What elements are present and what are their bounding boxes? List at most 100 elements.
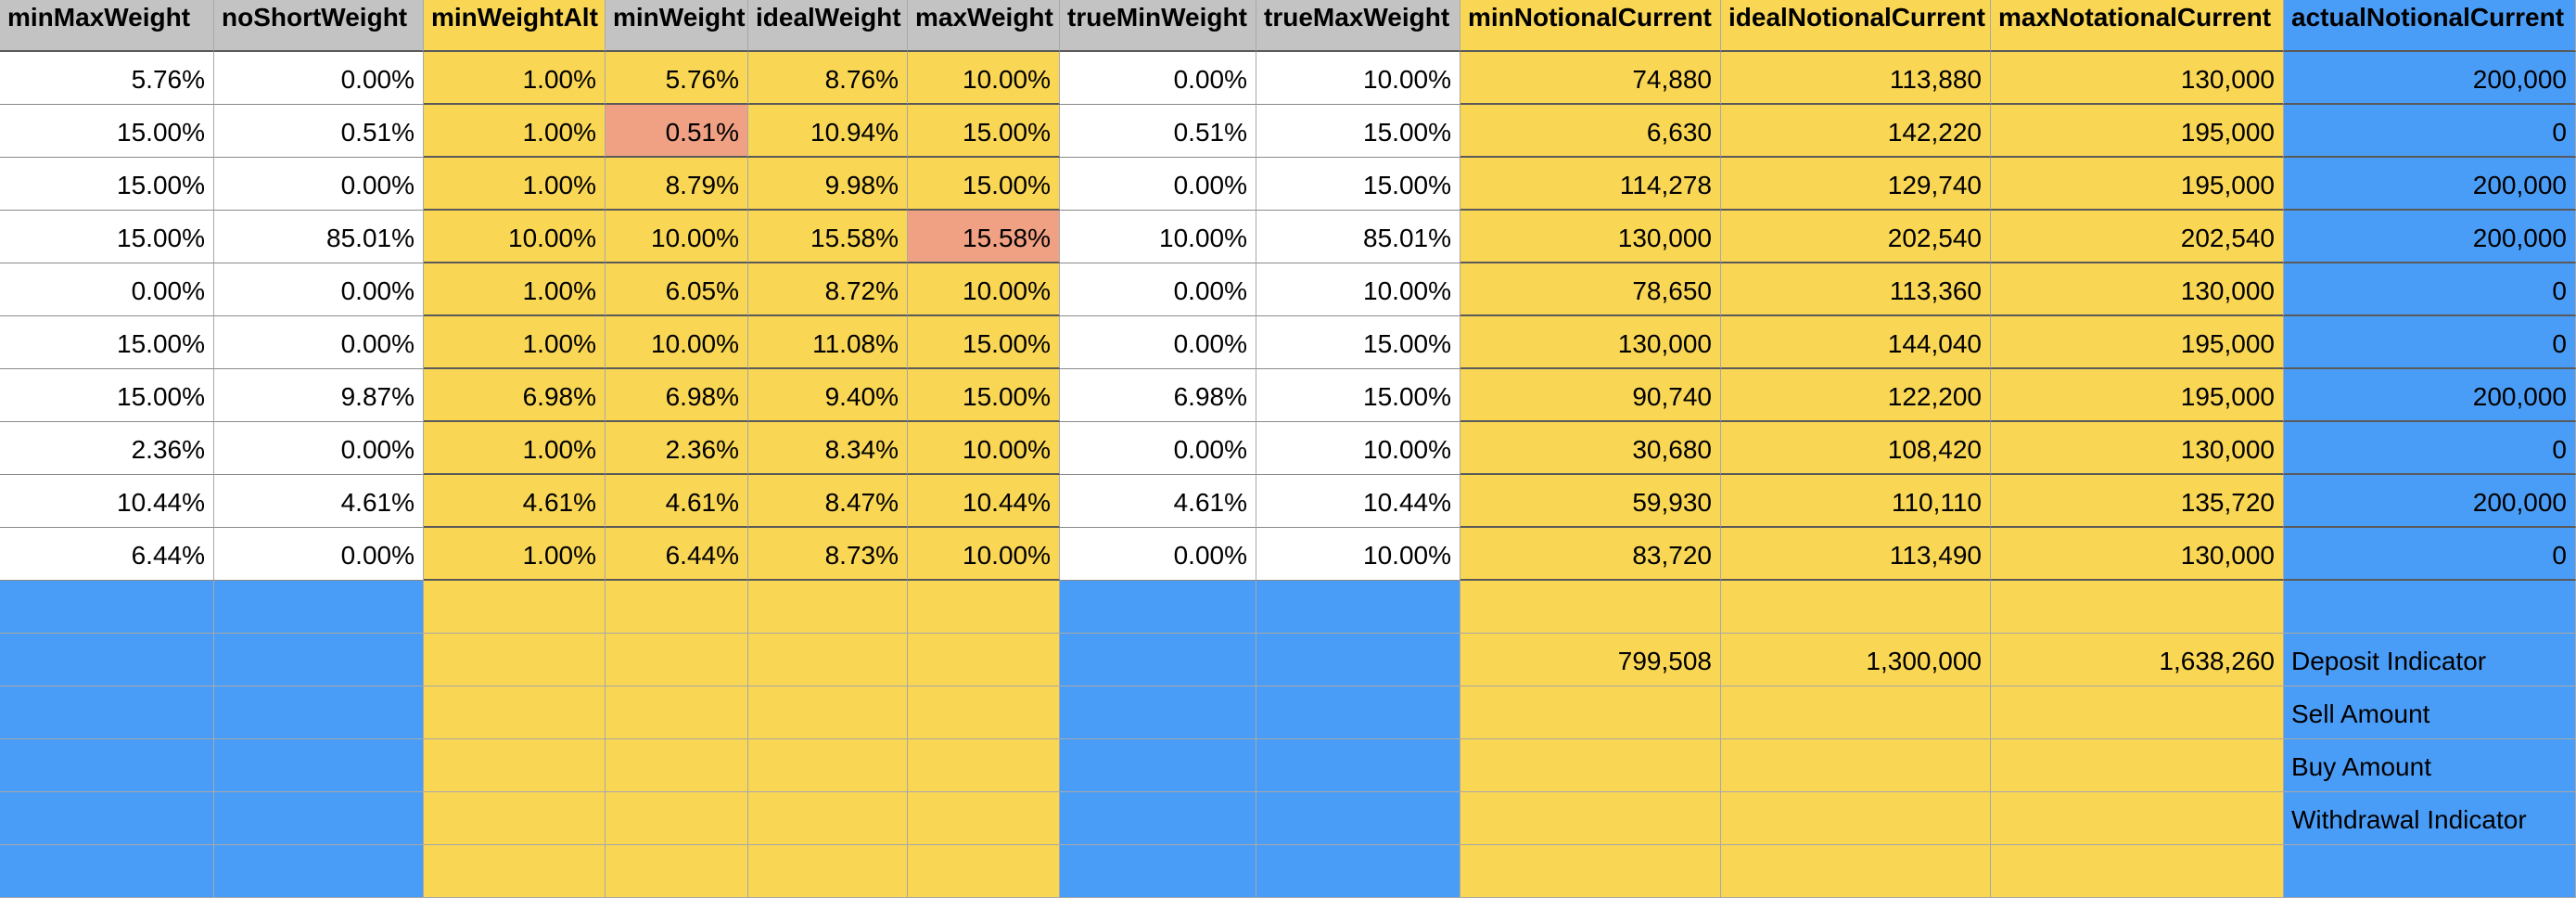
empty-cell[interactable] (1060, 634, 1256, 686)
indicator-label[interactable]: Withdrawal Indicator (2284, 792, 2576, 845)
empty-cell[interactable] (1256, 845, 1460, 898)
empty-cell[interactable] (1721, 686, 1991, 739)
empty-cell[interactable] (1721, 845, 1991, 898)
empty-cell[interactable] (424, 739, 606, 792)
cell-ideal-notional-current[interactable]: 113,880 (1721, 52, 1991, 105)
cell-ideal-weight[interactable]: 9.98% (748, 158, 908, 211)
cell-min-weight-alt[interactable]: 1.00% (424, 422, 606, 475)
cell-true-max-weight[interactable]: 15.00% (1256, 105, 1460, 158)
empty-cell[interactable] (424, 845, 606, 898)
cell-true-max-weight[interactable]: 15.00% (1256, 158, 1460, 211)
empty-cell[interactable] (424, 634, 606, 686)
cell-min-weight-alt[interactable]: 1.00% (424, 263, 606, 316)
empty-cell[interactable] (1991, 739, 2284, 792)
cell-max-weight[interactable]: 15.58% (908, 211, 1060, 263)
cell-max-weight[interactable]: 10.00% (908, 422, 1060, 475)
cell-max-weight[interactable]: 15.00% (908, 105, 1060, 158)
cell-max-weight[interactable]: 15.00% (908, 316, 1060, 369)
cell-ideal-weight[interactable]: 8.73% (748, 528, 908, 581)
cell-true-min-weight[interactable]: 10.00% (1060, 211, 1256, 263)
cell-ideal-weight[interactable]: 8.72% (748, 263, 908, 316)
cell-min-weight[interactable]: 6.44% (606, 528, 748, 581)
column-header-actual-notional-current[interactable]: actualNotionalCurrent (2284, 0, 2576, 52)
empty-cell[interactable] (908, 845, 1060, 898)
cell-ideal-notional-current[interactable]: 113,490 (1721, 528, 1991, 581)
empty-cell[interactable] (606, 581, 748, 634)
empty-cell[interactable] (214, 739, 424, 792)
cell-max-weight[interactable]: 10.00% (908, 528, 1060, 581)
indicator-label[interactable]: Sell Amount (2284, 686, 2576, 739)
cell-max-weight[interactable]: 10.00% (908, 263, 1060, 316)
empty-cell[interactable] (1991, 686, 2284, 739)
cell-true-max-weight[interactable]: 10.00% (1256, 422, 1460, 475)
empty-cell[interactable] (748, 739, 908, 792)
cell-min-max-weight[interactable]: 15.00% (0, 211, 214, 263)
cell-min-notional-current[interactable]: 90,740 (1460, 369, 1721, 422)
empty-cell[interactable] (1460, 581, 1721, 634)
cell-min-weight-alt[interactable]: 1.00% (424, 52, 606, 105)
cell-min-notional-current[interactable]: 74,880 (1460, 52, 1721, 105)
empty-cell[interactable] (0, 739, 214, 792)
indicator-label[interactable]: Buy Amount (2284, 739, 2576, 792)
cell-min-weight[interactable]: 6.05% (606, 263, 748, 316)
cell-ideal-weight[interactable]: 8.34% (748, 422, 908, 475)
empty-cell[interactable] (424, 686, 606, 739)
cell-true-min-weight[interactable]: 0.00% (1060, 263, 1256, 316)
cell-actual-notional-current[interactable]: 200,000 (2284, 158, 2576, 211)
cell-min-max-weight[interactable]: 10.44% (0, 475, 214, 528)
cell-max-weight[interactable]: 10.44% (908, 475, 1060, 528)
cell-true-min-weight[interactable]: 0.00% (1060, 158, 1256, 211)
empty-cell[interactable] (214, 634, 424, 686)
cell-min-max-weight[interactable]: 15.00% (0, 316, 214, 369)
cell-ideal-weight[interactable]: 11.08% (748, 316, 908, 369)
total-ideal-notional-current[interactable]: 1,300,000 (1721, 634, 1991, 686)
cell-max-notational-current[interactable]: 130,000 (1991, 528, 2284, 581)
empty-cell[interactable] (1256, 581, 1460, 634)
cell-ideal-notional-current[interactable]: 113,360 (1721, 263, 1991, 316)
cell-min-notional-current[interactable]: 59,930 (1460, 475, 1721, 528)
empty-cell[interactable] (1721, 581, 1991, 634)
cell-true-max-weight[interactable]: 10.00% (1256, 263, 1460, 316)
cell-min-weight-alt[interactable]: 6.98% (424, 369, 606, 422)
cell-min-notional-current[interactable]: 83,720 (1460, 528, 1721, 581)
cell-min-weight[interactable]: 5.76% (606, 52, 748, 105)
column-header-min-notional-current[interactable]: minNotionalCurrent (1460, 0, 1721, 52)
cell-ideal-notional-current[interactable]: 129,740 (1721, 158, 1991, 211)
cell-min-max-weight[interactable]: 15.00% (0, 369, 214, 422)
cell-max-notational-current[interactable]: 195,000 (1991, 105, 2284, 158)
empty-cell[interactable] (1991, 581, 2284, 634)
cell-true-max-weight[interactable]: 15.00% (1256, 369, 1460, 422)
column-header-max-notational-current[interactable]: maxNotationalCurrent (1991, 0, 2284, 52)
empty-cell[interactable] (0, 792, 214, 845)
cell-max-notational-current[interactable]: 130,000 (1991, 263, 2284, 316)
cell-actual-notional-current[interactable]: 200,000 (2284, 475, 2576, 528)
empty-cell[interactable] (908, 792, 1060, 845)
empty-cell[interactable] (1460, 845, 1721, 898)
cell-min-notional-current[interactable]: 78,650 (1460, 263, 1721, 316)
column-header-no-short-weight[interactable]: noShortWeight (214, 0, 424, 52)
cell-min-notional-current[interactable]: 30,680 (1460, 422, 1721, 475)
empty-cell[interactable] (908, 581, 1060, 634)
cell-max-weight[interactable]: 15.00% (908, 369, 1060, 422)
cell-ideal-notional-current[interactable]: 122,200 (1721, 369, 1991, 422)
cell-max-notational-current[interactable]: 195,000 (1991, 316, 2284, 369)
column-header-ideal-weight[interactable]: idealWeight (748, 0, 908, 52)
cell-max-notational-current[interactable]: 202,540 (1991, 211, 2284, 263)
cell-actual-notional-current[interactable]: 0 (2284, 422, 2576, 475)
empty-cell[interactable] (748, 792, 908, 845)
cell-true-min-weight[interactable]: 6.98% (1060, 369, 1256, 422)
cell-ideal-notional-current[interactable]: 142,220 (1721, 105, 1991, 158)
cell-actual-notional-current[interactable]: 0 (2284, 263, 2576, 316)
empty-cell[interactable] (0, 581, 214, 634)
cell-actual-notional-current[interactable]: 200,000 (2284, 52, 2576, 105)
cell-max-notational-current[interactable]: 195,000 (1991, 369, 2284, 422)
empty-cell[interactable] (1721, 739, 1991, 792)
empty-cell[interactable] (606, 845, 748, 898)
cell-min-notional-current[interactable]: 6,630 (1460, 105, 1721, 158)
cell-min-weight[interactable]: 8.79% (606, 158, 748, 211)
cell-ideal-weight[interactable]: 15.58% (748, 211, 908, 263)
cell-true-min-weight[interactable]: 0.00% (1060, 316, 1256, 369)
cell-min-weight[interactable]: 10.00% (606, 211, 748, 263)
cell-no-short-weight[interactable]: 85.01% (214, 211, 424, 263)
cell-true-min-weight[interactable]: 0.00% (1060, 528, 1256, 581)
